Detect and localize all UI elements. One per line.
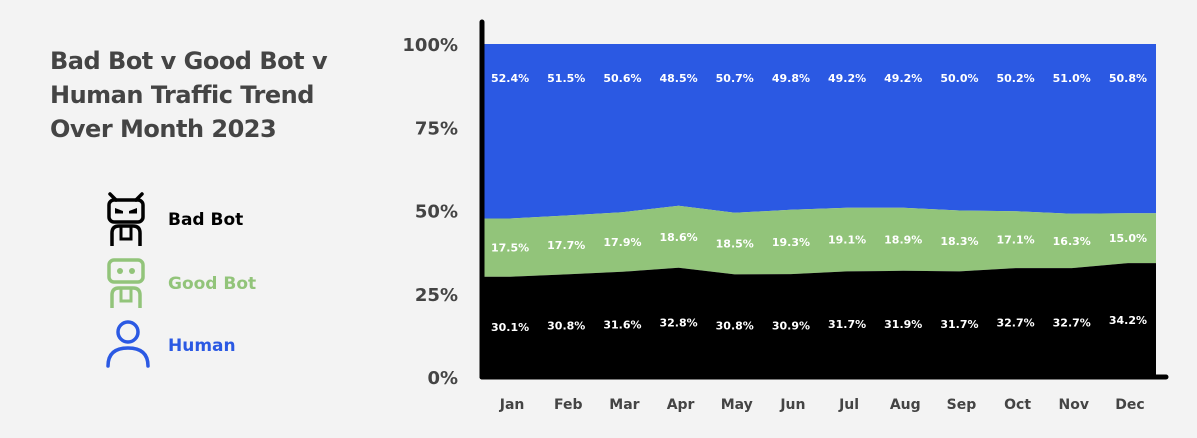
data-label-good-bot: 18.6% bbox=[659, 231, 697, 244]
data-label-good-bot: 17.5% bbox=[491, 242, 529, 255]
y-tick-label: 75% bbox=[415, 118, 458, 139]
legend-item-good-bot: Good Bot bbox=[104, 256, 304, 316]
data-label-human: 49.2% bbox=[884, 72, 922, 85]
data-label-human: 51.5% bbox=[547, 72, 585, 85]
area-good-bot bbox=[482, 205, 1156, 277]
data-label-human: 48.5% bbox=[659, 72, 697, 85]
data-label-bad-bot: 32.7% bbox=[996, 317, 1034, 330]
x-tick-label: May bbox=[721, 397, 753, 413]
x-tick-label: Apr bbox=[667, 397, 695, 413]
data-label-human: 51.0% bbox=[1053, 72, 1091, 85]
x-tick-label: Mar bbox=[609, 397, 639, 413]
data-label-human: 50.6% bbox=[603, 72, 641, 85]
y-tick-label: 25% bbox=[415, 285, 458, 306]
data-label-bad-bot: 30.8% bbox=[716, 320, 754, 333]
legend-label-bad-bot: Bad Bot bbox=[168, 210, 244, 230]
data-label-bad-bot: 31.9% bbox=[884, 318, 922, 331]
data-label-good-bot: 16.3% bbox=[1053, 235, 1091, 248]
chart-title: Bad Bot v Good Bot v Human Traffic Trend… bbox=[50, 47, 328, 143]
data-label-bad-bot: 31.6% bbox=[603, 318, 641, 331]
data-label-bad-bot: 34.2% bbox=[1109, 314, 1147, 327]
data-label-good-bot: 18.3% bbox=[940, 235, 978, 248]
x-tick-label: Jul bbox=[838, 397, 859, 413]
data-label-good-bot: 17.1% bbox=[996, 234, 1034, 247]
legend-label-good-bot: Good Bot bbox=[168, 274, 257, 294]
legend-item-bad-bot: Bad Bot bbox=[104, 190, 304, 250]
human-icon bbox=[106, 320, 150, 368]
data-label-human: 50.2% bbox=[996, 72, 1034, 85]
data-label-good-bot: 18.9% bbox=[884, 233, 922, 246]
x-tick-label: Jun bbox=[779, 397, 805, 413]
legend-label-human: Human bbox=[168, 336, 236, 356]
data-label-human: 49.8% bbox=[772, 72, 810, 85]
x-tick-label: Oct bbox=[1004, 397, 1031, 413]
data-label-human: 50.7% bbox=[716, 72, 754, 85]
data-label-bad-bot: 32.7% bbox=[1053, 317, 1091, 330]
data-label-human: 52.4% bbox=[491, 72, 529, 85]
x-tick-label: Nov bbox=[1059, 397, 1089, 413]
area-human bbox=[482, 44, 1156, 219]
y-tick-label: 50% bbox=[415, 202, 458, 223]
bad-bot-icon bbox=[107, 192, 145, 246]
y-tick-label: 0% bbox=[427, 368, 458, 389]
data-label-bad-bot: 30.8% bbox=[547, 320, 585, 333]
data-label-good-bot: 17.7% bbox=[547, 239, 585, 252]
y-tick-label: 100% bbox=[402, 35, 458, 56]
area-bad-bot bbox=[482, 263, 1156, 377]
data-label-bad-bot: 31.7% bbox=[828, 318, 866, 331]
x-tick-label: Jan bbox=[499, 397, 525, 413]
data-label-good-bot: 19.1% bbox=[828, 234, 866, 247]
data-label-bad-bot: 30.1% bbox=[491, 321, 529, 334]
data-label-human: 50.0% bbox=[940, 72, 978, 85]
data-label-good-bot: 15.0% bbox=[1109, 232, 1147, 245]
legend-item-human: Human bbox=[104, 318, 304, 378]
data-label-good-bot: 18.5% bbox=[716, 238, 754, 251]
data-label-human: 49.2% bbox=[828, 72, 866, 85]
data-label-human: 50.8% bbox=[1109, 72, 1147, 85]
data-label-bad-bot: 31.7% bbox=[940, 318, 978, 331]
data-label-bad-bot: 32.8% bbox=[659, 316, 697, 329]
data-label-bad-bot: 30.9% bbox=[772, 320, 810, 333]
x-tick-label: Sep bbox=[947, 397, 977, 413]
data-label-good-bot: 17.9% bbox=[603, 236, 641, 249]
data-label-good-bot: 19.3% bbox=[772, 236, 810, 249]
x-tick-label: Aug bbox=[890, 397, 921, 413]
x-tick-label: Feb bbox=[554, 397, 583, 413]
good-bot-icon bbox=[107, 258, 145, 308]
x-tick-label: Dec bbox=[1115, 397, 1144, 413]
